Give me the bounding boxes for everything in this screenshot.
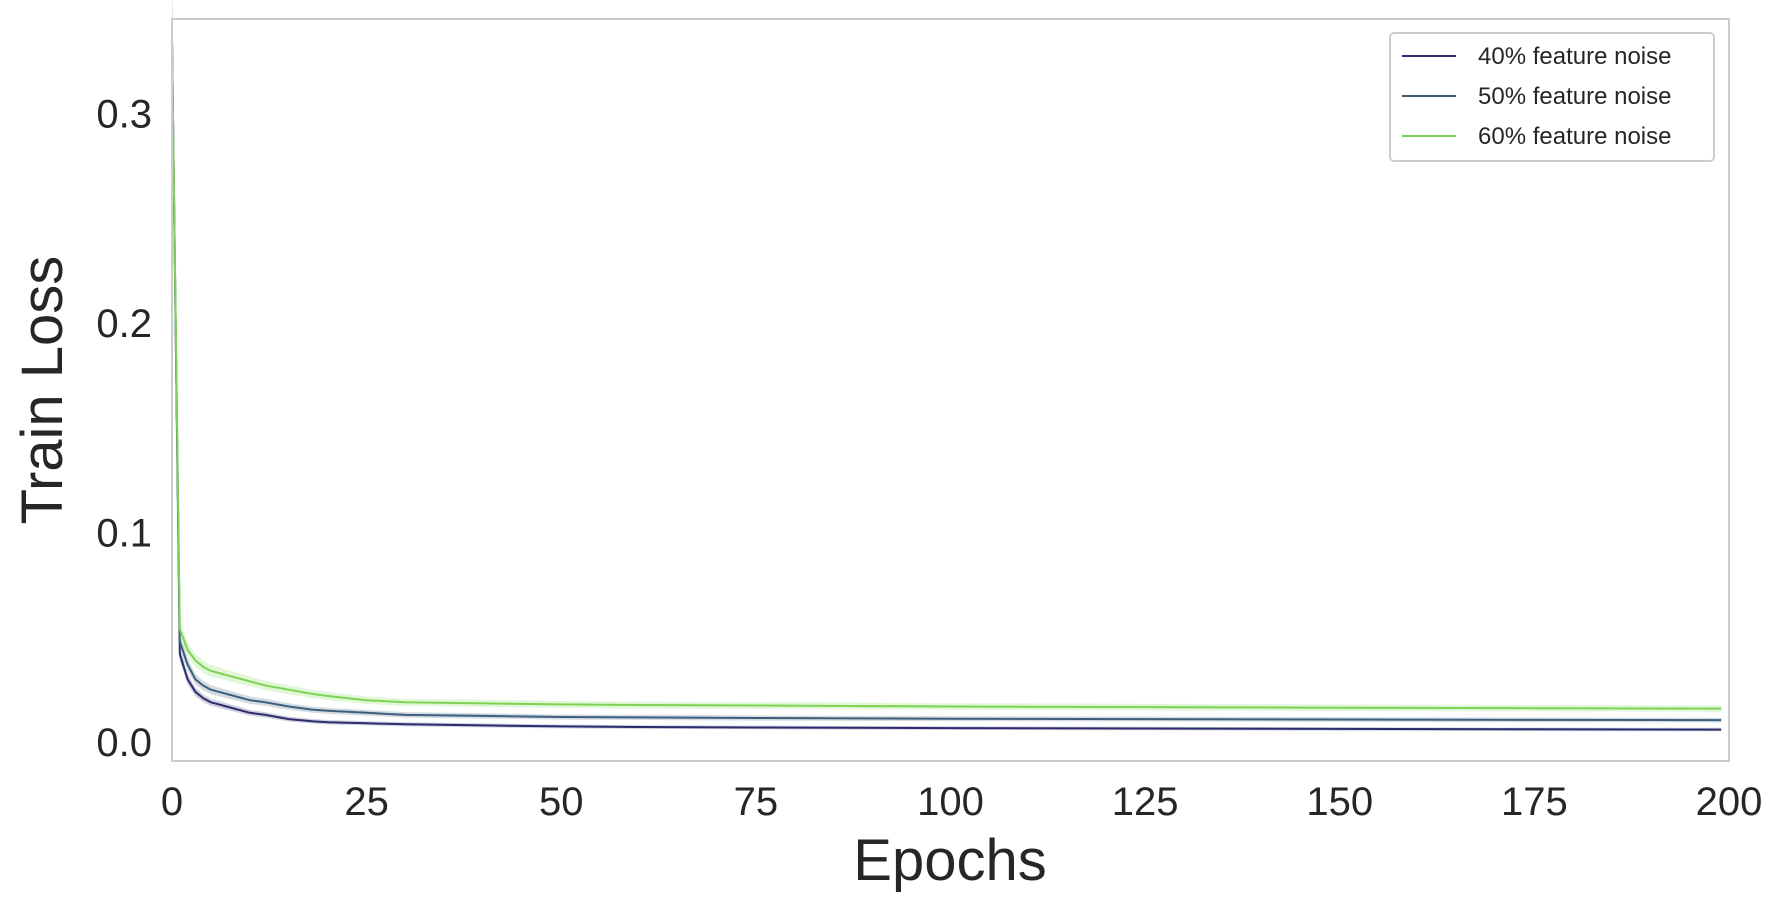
series-line-60-feature-noise (171, 39, 1722, 710)
x-tick-label: 175 (1501, 780, 1568, 824)
x-tick-label: 50 (539, 780, 584, 824)
plot-frame (171, 18, 1730, 762)
legend-label: 40% feature noise (1478, 43, 1671, 70)
y-tick-label: 0.3 (96, 92, 152, 136)
legend-label: 50% feature noise (1478, 83, 1671, 110)
x-tick-label: 150 (1306, 780, 1373, 824)
legend-items: 40% feature noise 50% feature noise 60% fe… (1402, 43, 1671, 150)
x-tick-label: 100 (917, 780, 984, 824)
legend: 40% feature noise 50% feature noise 60% fe… (1389, 32, 1715, 162)
series-layer (171, 0, 1722, 732)
legend-frame (1389, 32, 1715, 162)
y-tick-label: 0.1 (96, 512, 152, 556)
x-tick-label: 25 (344, 780, 389, 824)
x-tick-label: 0 (161, 780, 183, 824)
x-tick-label: 125 (1112, 780, 1179, 824)
legend-label: 60% feature noise (1478, 123, 1671, 150)
x-tick-label: 75 (734, 780, 779, 824)
x-tick-label: 200 (1696, 780, 1763, 824)
x-tick-labels: 0 25 50 75 100 125 150 175 200 (161, 780, 1763, 824)
series-line-50-feature-noise (171, 39, 1722, 722)
series-line-40-feature-noise (171, 39, 1722, 731)
x-axis-label: Epochs (853, 828, 1046, 893)
y-tick-labels: 0.0 0.1 0.2 0.3 (96, 92, 152, 765)
y-tick-label: 0.2 (96, 302, 152, 346)
y-axis-label: Train Loss (10, 256, 75, 525)
y-tick-label: 0.0 (96, 721, 152, 765)
